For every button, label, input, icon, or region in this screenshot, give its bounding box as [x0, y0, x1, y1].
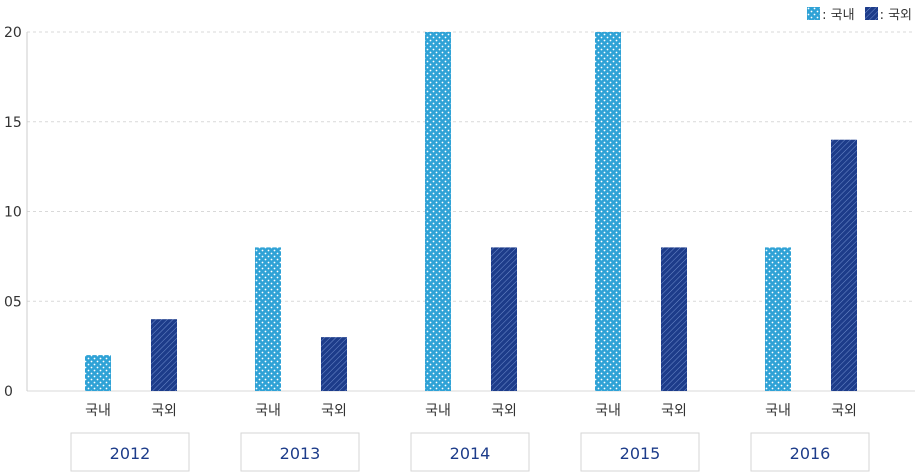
x-bar-label: 국외 [321, 403, 347, 419]
x-bar-label: 국외 [661, 403, 687, 419]
x-bar-label: 국외 [491, 403, 517, 419]
x-bar-label: 국외 [831, 403, 857, 419]
bar [491, 247, 517, 391]
bar [595, 32, 621, 391]
category-label: 2012 [110, 444, 151, 463]
legend-label-domestic: : 국내 [822, 8, 855, 23]
labels: 국내 국외 2012 국내 국외 2013 국내 국외 2014 국내 국외 2015 국내 국외 2016 [70, 403, 870, 472]
y-tick-label: 0 [4, 384, 13, 400]
category-label: 2013 [280, 444, 321, 463]
category-box [70, 432, 190, 472]
y-tick-label: 05 [4, 294, 22, 310]
bar [321, 337, 347, 391]
bar [831, 139, 857, 391]
bars [85, 32, 857, 391]
y-tick-label: 10 [4, 205, 22, 221]
bar [765, 247, 791, 391]
x-bar-label: 국내 [765, 403, 791, 419]
category-label: 2014 [450, 444, 491, 463]
y-tick-label: 15 [4, 115, 22, 131]
bar [151, 319, 177, 391]
category-label: 2016 [790, 444, 831, 463]
x-bar-label: 국내 [425, 403, 451, 419]
category-box [750, 432, 870, 472]
legend-swatch-domestic [807, 7, 821, 20]
bar [255, 247, 281, 391]
legend: : 국내 : 국외 [807, 4, 912, 23]
x-bar-label: 국내 [85, 403, 111, 419]
x-bar-label: 국내 [255, 403, 281, 419]
legend-item-overseas: : 국외 [864, 4, 912, 23]
bar [85, 355, 111, 391]
legend-item-domestic: : 국내 [807, 4, 855, 23]
category-label: 2015 [620, 444, 661, 463]
x-bar-label: 국외 [151, 403, 177, 419]
axes: 0 05 10 15 20 [4, 25, 28, 400]
category-box [410, 432, 530, 472]
category-box [580, 432, 700, 472]
x-bar-label: 국내 [595, 403, 621, 419]
legend-swatch-overseas [864, 7, 878, 20]
bar [425, 32, 451, 391]
category-box [240, 432, 360, 472]
bar [661, 247, 687, 391]
legend-label-overseas: : 국외 [879, 8, 912, 23]
y-tick-label: 20 [4, 25, 22, 41]
